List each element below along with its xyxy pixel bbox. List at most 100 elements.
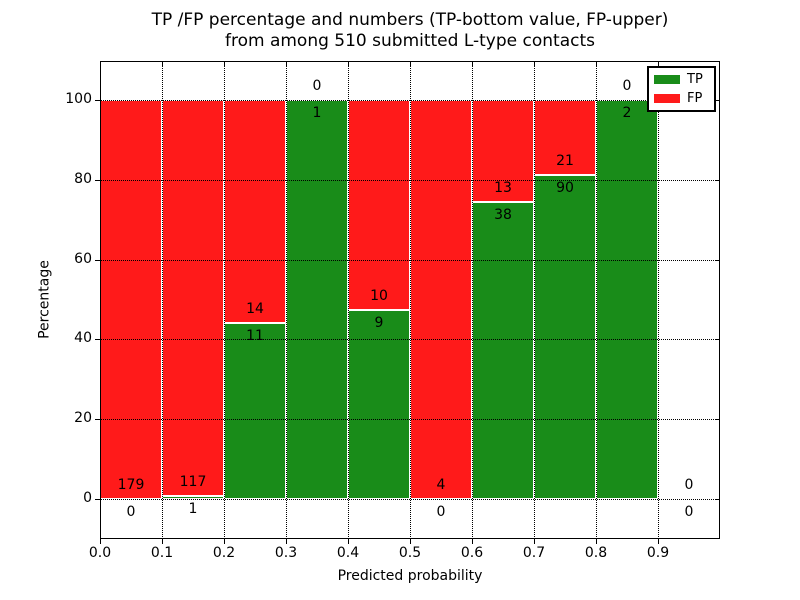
bar-label-tp-9: 0 (684, 504, 694, 520)
bar-label-fp-2: 14 (246, 301, 264, 318)
gridline-x-0.2 (224, 61, 225, 539)
y-tick-label-60: 60 (74, 250, 92, 267)
tp-color-swatch (654, 75, 680, 84)
gridline-x-0.7 (534, 61, 535, 539)
x-tick-bottom-0.8 (596, 539, 597, 544)
bar-label-fp-6: 13 (494, 179, 512, 196)
y-tick-label-40: 40 (74, 330, 92, 347)
x-tick-bottom-0.4 (348, 539, 349, 544)
chart-title: TP /FP percentage and numbers (TP-bottom… (100, 10, 720, 52)
gridline-x-0.8 (596, 61, 597, 539)
legend-label-tp: TP (687, 71, 703, 87)
x-tick-top-0.1 (162, 61, 163, 66)
x-tick-top-0.3 (286, 61, 287, 66)
y-tick-right-60 (715, 259, 720, 261)
bar-label-tp-1: 1 (188, 500, 198, 517)
y-tick-right-20 (715, 419, 720, 421)
legend-entry-fp: FP (654, 90, 709, 106)
y-tick-left-0 (95, 499, 100, 500)
x-tick-bottom-0.0 (100, 539, 101, 544)
gridline-x-0.5 (410, 61, 411, 539)
y-tick-label-100: 100 (65, 91, 92, 107)
bar-segment-fp-1 (162, 100, 224, 496)
bar-segment-fp-7 (534, 100, 596, 176)
bar-label-fp-1: 117 (179, 473, 207, 490)
bar-label-fp-8: 0 (622, 78, 632, 94)
bar-segment-tp-2 (224, 323, 286, 499)
x-tick-top-0.7 (534, 61, 535, 66)
x-tick-top-0.9 (658, 61, 659, 66)
gridline-x-0.9 (658, 61, 659, 539)
fp-color-swatch (654, 94, 680, 103)
bar-label-tp-8: 2 (622, 105, 632, 121)
bar-segment-tp-6 (472, 201, 534, 499)
bar-segment-fp-4 (348, 100, 410, 310)
y-tick-left-60 (95, 259, 100, 261)
bar-label-fp-9: 0 (684, 477, 694, 493)
y-tick-left-100 (95, 100, 100, 101)
x-tick-bottom-0.5 (410, 539, 411, 544)
x-tick-label-0.0: 0.0 (88, 545, 112, 561)
bar-label-fp-7: 21 (556, 153, 574, 170)
y-tick-left-20 (95, 419, 100, 421)
bar-label-tp-5: 0 (436, 504, 446, 520)
chart-title-line-2: from among 510 submitted L-type contacts (224, 31, 595, 51)
x-tick-label-0.7: 0.7 (522, 545, 546, 561)
bar-label-tp-3: 1 (312, 105, 322, 121)
gridline-x-0.6 (472, 61, 473, 539)
bar-label-tp-6: 38 (494, 206, 512, 223)
x-tick-top-0.2 (224, 61, 225, 66)
x-tick-top-0.5 (410, 61, 411, 66)
x-tick-bottom-0.9 (658, 539, 659, 544)
legend-entry-tp: TP (654, 71, 709, 87)
x-tick-top-0.4 (348, 61, 349, 66)
y-tick-left-40 (95, 339, 100, 341)
x-tick-bottom-0.2 (224, 539, 225, 544)
x-tick-label-0.2: 0.2 (212, 545, 236, 561)
y-tick-label-0: 0 (83, 490, 92, 506)
bar-segment-fp-2 (224, 100, 286, 324)
x-tick-bottom-0.3 (286, 539, 287, 544)
gridline-x-0.4 (348, 61, 349, 539)
x-tick-bottom-0.6 (472, 539, 473, 544)
y-tick-label-80: 80 (74, 170, 92, 187)
x-tick-label-0.3: 0.3 (274, 545, 298, 561)
gridline-x-0.3 (286, 61, 287, 539)
gridline-x-0.1 (162, 61, 163, 539)
x-tick-label-0.4: 0.4 (336, 545, 360, 561)
bar-label-tp-4: 9 (374, 315, 384, 331)
y-tick-right-0 (715, 499, 720, 500)
y-tick-left-80 (95, 179, 100, 181)
bar-label-tp-0: 0 (126, 504, 136, 520)
bar-segment-tp-7 (534, 175, 596, 499)
legend-box: TP FP (647, 66, 716, 112)
x-tick-bottom-0.7 (534, 539, 535, 544)
x-tick-label-0.1: 0.1 (150, 545, 174, 561)
x-tick-label-0.9: 0.9 (646, 545, 670, 561)
chart-title-line-1: TP /FP percentage and numbers (TP-bottom… (151, 10, 669, 30)
bar-segment-fp-6 (472, 100, 534, 202)
bar-label-tp-2: 11 (246, 328, 264, 345)
x-tick-label-0.5: 0.5 (398, 545, 422, 561)
y-tick-right-80 (715, 179, 720, 181)
bar-segment-tp-8 (596, 100, 658, 499)
x-tick-label-0.8: 0.8 (584, 545, 608, 561)
x-tick-bottom-0.1 (162, 539, 163, 544)
bar-segment-fp-5 (410, 100, 472, 499)
x-tick-top-0.8 (596, 61, 597, 66)
y-tick-label-20: 20 (74, 410, 92, 427)
y-tick-right-100 (715, 100, 720, 101)
y-tick-right-40 (715, 339, 720, 341)
legend-label-fp: FP (687, 90, 703, 106)
bar-segment-tp-4 (348, 310, 410, 499)
x-axis-label: Predicted probability (337, 568, 483, 584)
bar-label-fp-5: 4 (436, 477, 446, 493)
bar-label-fp-3: 0 (312, 78, 322, 94)
x-tick-label-0.6: 0.6 (460, 545, 484, 561)
bar-segment-fp-0 (100, 100, 162, 499)
x-tick-top-0.6 (472, 61, 473, 66)
bar-label-tp-7: 90 (556, 180, 574, 197)
bar-label-fp-4: 10 (370, 288, 388, 304)
bar-label-fp-0: 179 (117, 477, 145, 493)
